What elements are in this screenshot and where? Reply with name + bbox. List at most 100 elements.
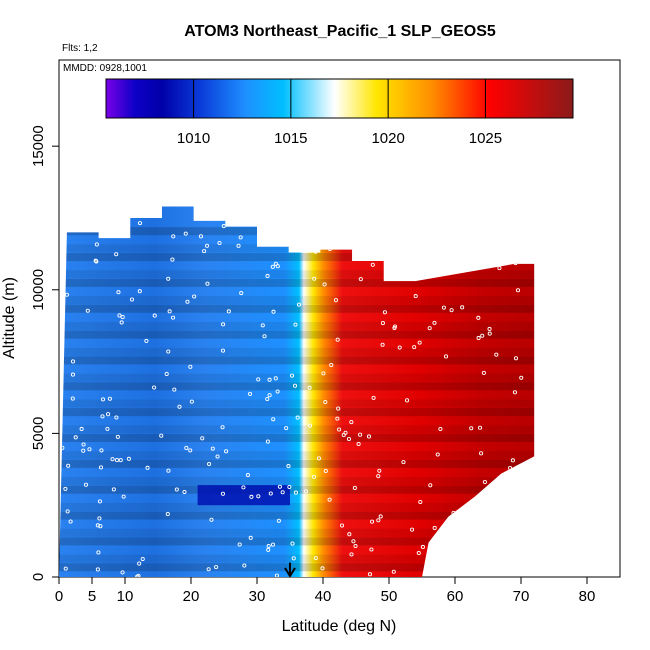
colorbar-tick-label: 1015 [274, 130, 307, 147]
sample-point [321, 371, 326, 376]
altitude-band [59, 399, 535, 408]
altitude-band [59, 528, 535, 537]
altitude-band [59, 477, 535, 486]
sample-point [145, 465, 150, 470]
sample-point [432, 525, 437, 530]
sample-point [166, 468, 171, 473]
sample-point [204, 243, 210, 248]
sample-point [110, 457, 115, 462]
sample-point [81, 448, 86, 453]
sample-point [249, 494, 254, 499]
altitude-band [59, 537, 535, 546]
sample-point [316, 456, 322, 461]
sample-point [65, 509, 70, 514]
sample-point [274, 573, 279, 577]
altitude-band [59, 485, 535, 494]
sample-point [105, 426, 110, 431]
sample-point [370, 519, 375, 524]
x-tick-label: 5 [88, 588, 96, 605]
sample-point [303, 489, 308, 494]
sample-point [349, 552, 354, 557]
sample-point [274, 227, 279, 232]
sample-point [267, 377, 272, 382]
sample-point [256, 494, 261, 499]
altitude-band [59, 244, 535, 253]
sample-point [217, 240, 222, 246]
sample-point [349, 420, 354, 425]
sample-point [117, 313, 122, 318]
sample-point [165, 511, 170, 517]
sample-point [286, 464, 291, 469]
sample-point [260, 323, 265, 328]
sample-point [114, 415, 119, 420]
altitude-band [59, 451, 535, 460]
y-tick-label: 0 [30, 573, 47, 581]
sample-point [307, 423, 313, 428]
sample-point [503, 226, 508, 231]
sample-point [296, 302, 302, 307]
altitude-band [59, 502, 535, 511]
sample-point [476, 335, 481, 341]
sample-point [63, 486, 68, 491]
sample-point [358, 277, 363, 282]
sample-point [188, 364, 193, 369]
sample-point [95, 523, 100, 528]
sample-point [353, 543, 358, 549]
sample-point [420, 544, 425, 550]
y-tick-label: 15000 [30, 125, 47, 167]
sample-point [59, 223, 63, 228]
sample-point [494, 352, 499, 357]
sample-point [210, 446, 215, 451]
sample-point [171, 234, 176, 239]
sample-point [70, 372, 76, 377]
sample-point [256, 377, 261, 382]
sample-point [237, 542, 242, 547]
sample-point [137, 289, 142, 294]
altitude-band [59, 433, 535, 443]
sample-point [275, 264, 280, 269]
sample-point [295, 415, 300, 420]
x-tick-label: 30 [249, 588, 266, 605]
sample-point [81, 442, 86, 447]
sample-point [476, 315, 481, 320]
sample-point [519, 375, 524, 380]
sample-point [284, 426, 289, 431]
sample-point [487, 326, 492, 332]
sample-point [236, 243, 241, 248]
marker-head [284, 567, 296, 578]
sample-point [323, 468, 328, 473]
sample-point [209, 517, 214, 522]
sample-point [366, 434, 372, 439]
sample-point [100, 414, 105, 419]
sample-point [271, 309, 276, 314]
sample-point [202, 249, 207, 254]
sample-point [94, 242, 99, 247]
sample-point [515, 288, 521, 293]
sample-point [313, 556, 318, 561]
sample-point [137, 561, 142, 566]
sample-point [98, 465, 104, 470]
sample-point [438, 426, 443, 432]
sample-point [140, 556, 145, 562]
sample-point [431, 246, 436, 251]
sample-point [481, 370, 486, 375]
sample-point [273, 261, 278, 266]
sample-point [200, 436, 205, 441]
sample-point [226, 309, 231, 314]
sample-point [266, 547, 271, 552]
sample-point [376, 474, 381, 479]
sample-point [336, 228, 341, 233]
sample-point [312, 474, 317, 479]
sample-point [79, 426, 84, 432]
sample-point [371, 395, 376, 400]
altitude-band [59, 227, 535, 236]
sample-point [114, 252, 119, 257]
x-tick-label: 10 [117, 588, 134, 605]
sample-point [307, 385, 312, 390]
sample-point [220, 425, 225, 430]
sample-point [329, 363, 334, 368]
altitude-band [59, 511, 535, 520]
sample-point [262, 334, 267, 339]
sample-point [266, 544, 271, 549]
sample-point [268, 491, 273, 496]
